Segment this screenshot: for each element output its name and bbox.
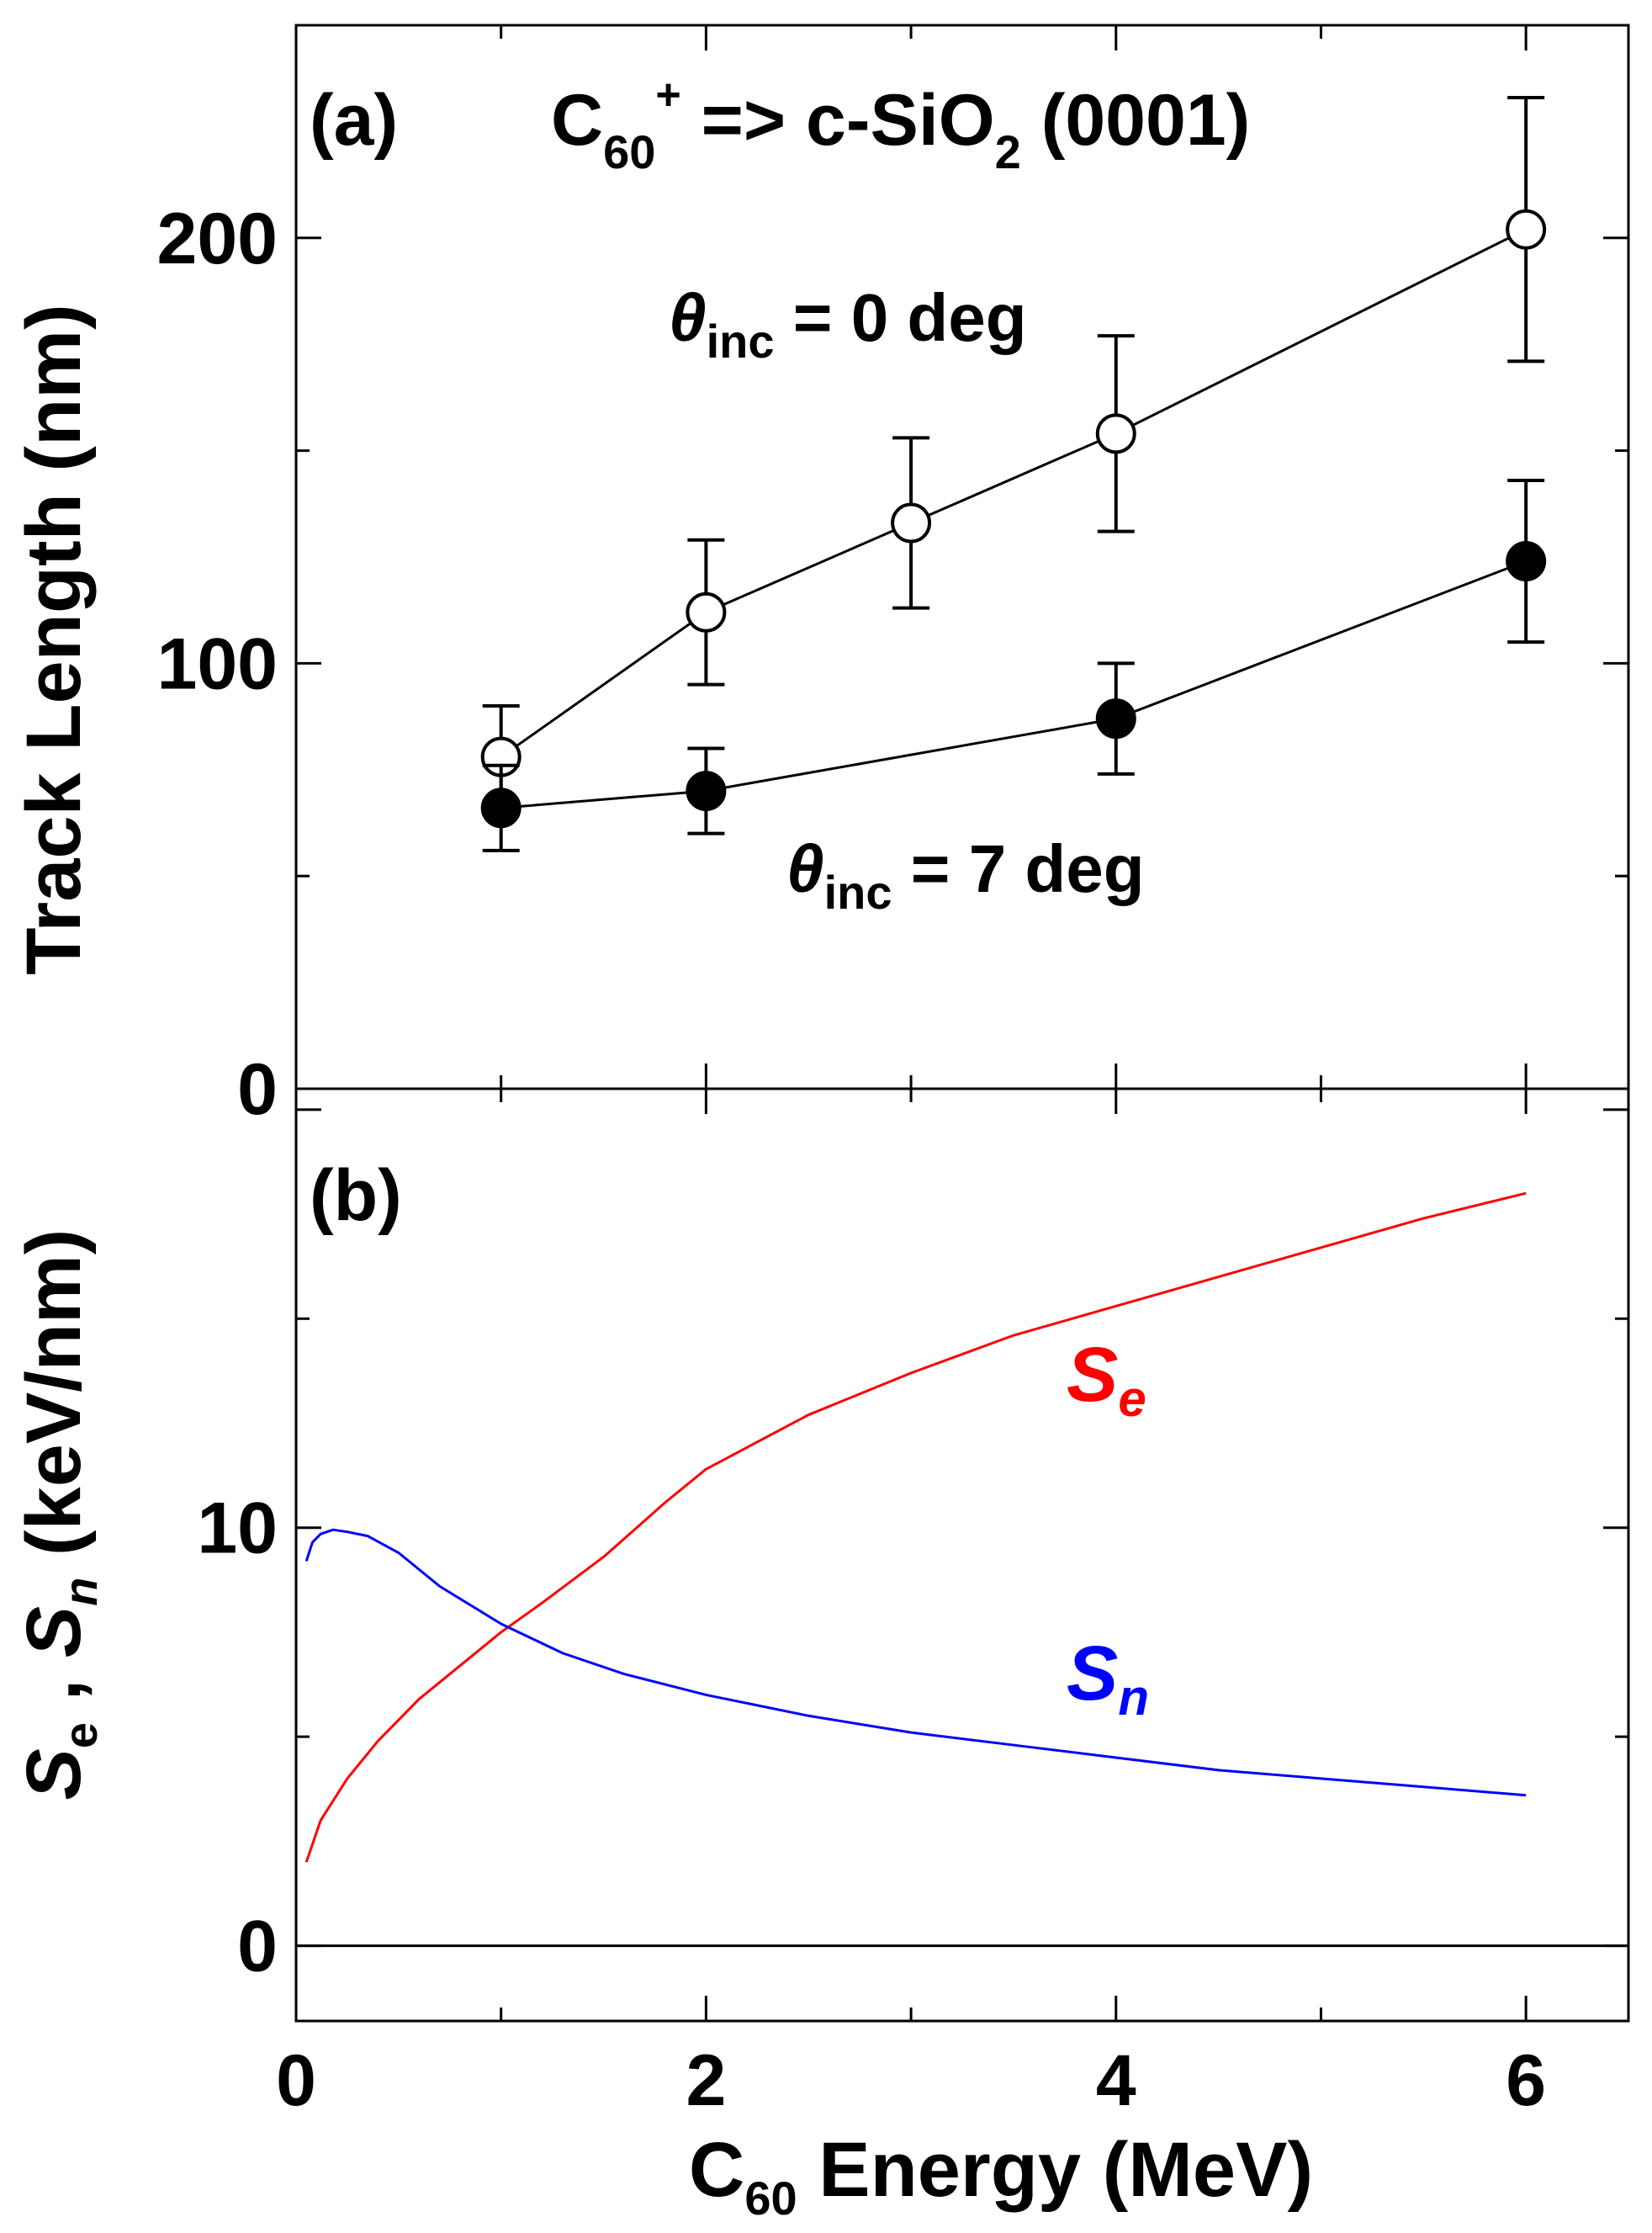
- series-1-point: [480, 788, 522, 829]
- se-curve: [304, 1191, 1527, 1863]
- panel-1-x-tick-label: 0: [276, 2040, 316, 2121]
- panel-1-y-tick-label: 0: [237, 1907, 278, 1987]
- panel-b: 0 10 0 2 4 6: [197, 1087, 1630, 2121]
- series-0-point: [1095, 413, 1136, 454]
- series-label-sn: Sn: [1067, 1631, 1149, 1726]
- series-1-point: [686, 771, 727, 812]
- panel-1-y-tick-label: 10: [197, 1488, 278, 1569]
- panel-1-plot-frame: [294, 1087, 1630, 2023]
- series-0-point: [686, 591, 727, 633]
- sn-curve: [304, 1528, 1527, 1797]
- panel-0-y-tick-label: 0: [237, 1049, 278, 1130]
- panel-a-label: (a): [310, 80, 398, 161]
- panel-0-y-tick-label: 200: [157, 199, 278, 279]
- panel-1-x-tick-label: 2: [686, 2040, 726, 2121]
- panel-1-x-tick-label: 6: [1506, 2040, 1546, 2121]
- panel-a-y-axis-label: Track Length (nm): [11, 304, 97, 974]
- series-label-theta-0: θinc = 0 deg: [669, 280, 1027, 368]
- series-1-line: [500, 560, 1527, 809]
- x-axis-label: C60 Energy (MeV): [689, 2127, 1313, 2225]
- series-1-point: [1095, 698, 1136, 740]
- series-1-point: [1506, 541, 1547, 582]
- series-label-se: Se: [1067, 1332, 1146, 1427]
- panel-0-y-tick-label: 100: [157, 623, 278, 704]
- series-0-point: [1506, 209, 1547, 250]
- panel-1-x-tick-label: 4: [1096, 2040, 1136, 2121]
- panel-a: 0 100 200: [157, 24, 1630, 1130]
- panel-b-label: (b): [310, 1155, 402, 1236]
- series-0-point: [891, 502, 932, 544]
- panel-a-title: C60+ => c-SiO2 (0001): [551, 71, 1250, 178]
- series-label-theta-7: θinc = 7 deg: [786, 831, 1145, 919]
- panel-b-y-axis-label: Se , Sn (keV/nm): [11, 1229, 107, 1801]
